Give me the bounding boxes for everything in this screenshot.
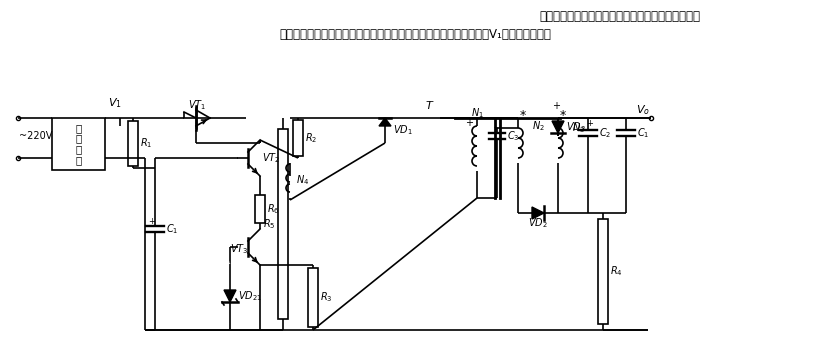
Text: $R_4$: $R_4$ <box>610 265 622 278</box>
Bar <box>293 120 303 156</box>
Text: $N_1$: $N_1$ <box>471 106 483 120</box>
Text: 它由整流滤波电路、启动电路、自激振荡电路、稳压: 它由整流滤波电路、启动电路、自激振荡电路、稳压 <box>539 10 701 23</box>
Bar <box>308 268 318 327</box>
Bar <box>52 118 105 170</box>
Text: +: + <box>552 101 560 111</box>
Bar <box>598 219 608 324</box>
Polygon shape <box>552 121 564 133</box>
Text: $VD_{21}$: $VD_{21}$ <box>238 289 262 303</box>
Text: ~220V: ~220V <box>19 131 52 141</box>
Text: $VD_3$: $VD_3$ <box>566 120 586 134</box>
Text: *: * <box>560 108 566 121</box>
Text: 电路等组成。工作原理简介如下：经整流滤波输出的非稳定直流电压V₁一路加到开关管: 电路等组成。工作原理简介如下：经整流滤波输出的非稳定直流电压V₁一路加到开关管 <box>279 28 551 41</box>
Text: $R_1$: $R_1$ <box>140 136 152 150</box>
Text: $R_3$: $R_3$ <box>320 291 333 304</box>
Polygon shape <box>379 118 391 126</box>
Polygon shape <box>224 290 236 302</box>
Text: *: * <box>520 108 526 121</box>
Text: +: + <box>465 118 473 128</box>
Text: +: + <box>587 119 593 128</box>
Bar <box>128 120 138 166</box>
Text: 整
流
滤
波: 整 流 滤 波 <box>76 123 82 165</box>
Text: $R_6$: $R_6$ <box>267 202 280 216</box>
Text: $R_5$: $R_5$ <box>264 217 276 231</box>
Bar <box>255 194 265 223</box>
Text: $VD_1$: $VD_1$ <box>393 123 413 137</box>
Text: $R_2$: $R_2$ <box>305 131 317 145</box>
Text: $V_o$: $V_o$ <box>636 103 650 117</box>
Bar <box>278 128 288 319</box>
Text: $V_1$: $V_1$ <box>108 96 122 110</box>
Text: $T$: $T$ <box>425 99 435 111</box>
Text: $VD_2$: $VD_2$ <box>528 216 547 230</box>
Text: $VT_2$: $VT_2$ <box>262 151 280 165</box>
Text: $N_3$: $N_3$ <box>572 121 585 135</box>
Text: $C_1$: $C_1$ <box>637 126 650 140</box>
Text: $C_1$: $C_1$ <box>166 222 178 236</box>
Text: $N_2$: $N_2$ <box>532 119 545 133</box>
Text: $N_4$: $N_4$ <box>296 173 310 187</box>
Text: $C_3$: $C_3$ <box>507 129 519 143</box>
Text: $VT_3$: $VT_3$ <box>230 242 249 256</box>
Text: -: - <box>493 122 497 132</box>
Polygon shape <box>532 207 544 219</box>
Text: $C_2$: $C_2$ <box>599 126 612 140</box>
Text: $\triangle$: $\triangle$ <box>223 256 231 266</box>
Text: $VT_1$: $VT_1$ <box>188 98 206 112</box>
Text: +: + <box>149 218 156 226</box>
